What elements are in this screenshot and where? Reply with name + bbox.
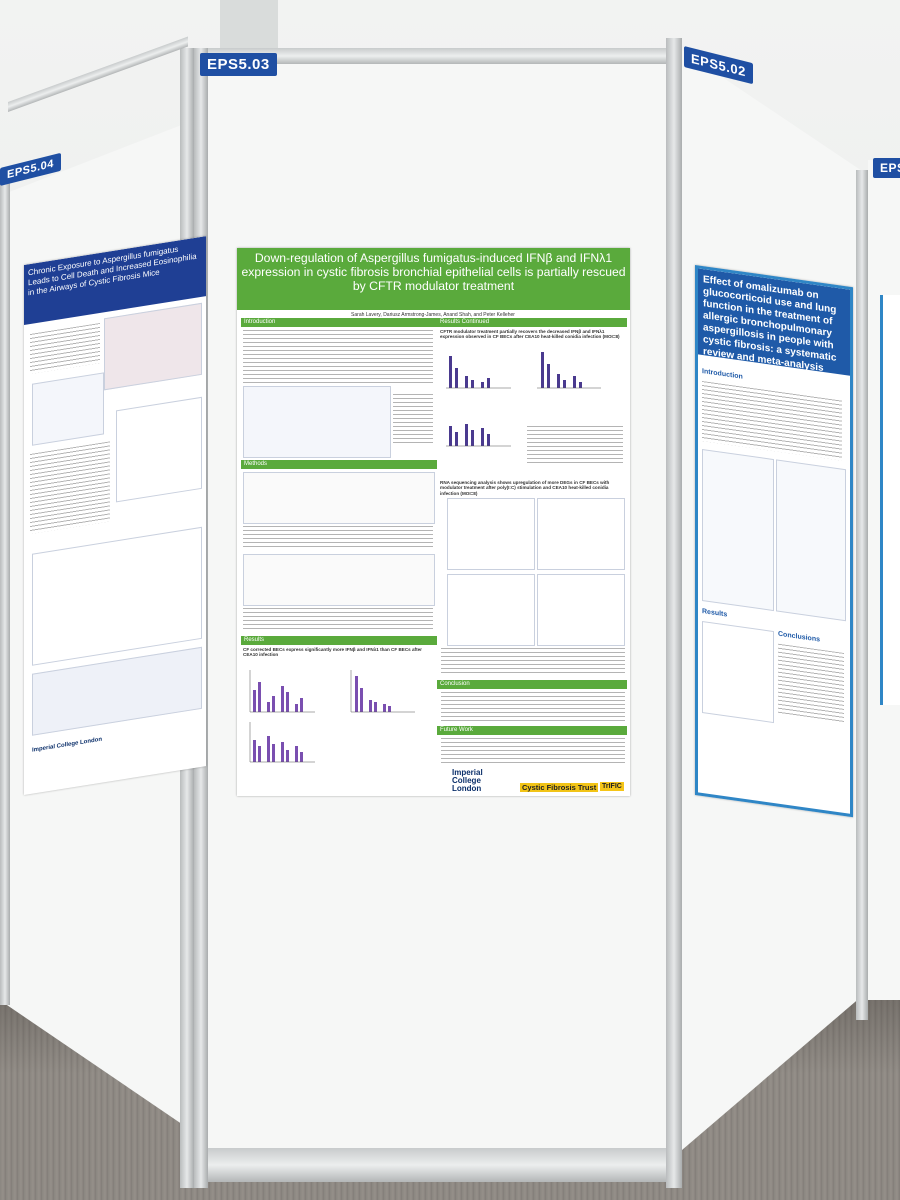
right-poster-section-1: Introduction: [702, 367, 743, 381]
bar: [253, 690, 256, 712]
trific-logo: TrIFIC: [600, 782, 624, 791]
methods-diagram-1: [243, 472, 435, 524]
bar: [258, 746, 261, 762]
volcano-plot-1: [447, 498, 535, 570]
section-conclusion: Conclusion: [437, 680, 627, 689]
cystic-fibrosis-trust-logo: Cystic Fibrosis Trust: [520, 782, 599, 792]
volcano-plot-2: [537, 498, 625, 570]
bar: [272, 744, 275, 762]
bar: [579, 382, 582, 388]
bar: [286, 750, 289, 762]
bar: [272, 696, 275, 712]
bar: [465, 376, 468, 388]
bar: [300, 698, 303, 712]
left-poster: Chronic Exposure to Aspergillus fumigatu…: [24, 236, 206, 796]
bar: [253, 740, 256, 762]
right-poster-section-2: Results: [702, 607, 728, 619]
left-panel-frame: [0, 175, 10, 1005]
bar: [547, 364, 550, 388]
bar: [573, 376, 576, 388]
methods-diagram-2: [243, 554, 435, 606]
bar: [541, 352, 544, 388]
bar: [471, 380, 474, 388]
center-panel-bottom-rail: [196, 1148, 674, 1182]
section-future-work: Future Work: [437, 726, 627, 735]
section-methods: Methods: [241, 460, 437, 469]
results-bar-charts: [249, 670, 415, 763]
results-heading: CF corrected BECs express significantly …: [243, 647, 422, 658]
right-poster: Effect of omalizumab on glucocorticoid u…: [695, 265, 853, 818]
volcano-plot-4: [537, 574, 625, 646]
center-poster-title: Down-regulation of Aspergillus fumigatus…: [237, 248, 630, 310]
bar: [281, 686, 284, 712]
bar: [449, 356, 452, 388]
bar: [286, 692, 289, 712]
bar: [383, 704, 386, 712]
center-poster-authors: Sarah Lavery, Dariusz Armstrong-James, A…: [351, 312, 515, 318]
booth-tag-center: EPS5.03: [200, 53, 277, 76]
bar: [487, 434, 490, 446]
section-introduction: Introduction: [241, 318, 437, 327]
bar: [388, 706, 391, 712]
bar: [471, 430, 474, 446]
far-right-poster: [880, 295, 900, 705]
bar: [300, 752, 303, 762]
bar: [455, 368, 458, 388]
left-poster-figure: [104, 302, 202, 391]
bar: [557, 374, 560, 388]
bar: [295, 746, 298, 762]
center-poster: Down-regulation of Aspergillus fumigatus…: [237, 248, 630, 796]
bar: [487, 378, 490, 388]
bar: [355, 676, 358, 712]
bar: [374, 702, 377, 712]
bar: [465, 424, 468, 446]
bar: [295, 704, 298, 712]
intro-pathway-diagram: [243, 386, 391, 458]
center-panel-post: [666, 38, 682, 1188]
left-poster-logo: Imperial College London: [32, 736, 103, 754]
bar: [481, 382, 484, 388]
right-poster-section-3: Conclusions: [778, 630, 821, 644]
bar: [369, 700, 372, 712]
bar: [481, 428, 484, 446]
booth-tag-far-right: EPS: [873, 158, 900, 178]
bar: [267, 702, 270, 712]
bar: [267, 736, 270, 762]
section-results: Results: [241, 636, 437, 645]
wall-column: [220, 0, 278, 50]
right-poster-title: Effect of omalizumab on glucocorticoid u…: [698, 268, 850, 376]
bar: [360, 688, 363, 712]
center-panel-top-rail: [196, 48, 674, 64]
bar: [563, 380, 566, 388]
modulator-bar-charts: [446, 352, 601, 447]
volcano-plot-3: [447, 574, 535, 646]
bar: [455, 432, 458, 446]
section-results-continued: Results Continued: [437, 318, 627, 327]
imperial-college-logo: Imperial College London: [452, 768, 483, 793]
bar: [281, 742, 284, 762]
results-continued-heading: CFTR modulator treatment partially recov…: [440, 329, 620, 340]
rna-seq-heading: RNA sequencing analysis shows upregulati…: [440, 480, 610, 496]
right-panel-post: [856, 170, 868, 1020]
bar: [449, 426, 452, 446]
bar: [258, 682, 261, 712]
